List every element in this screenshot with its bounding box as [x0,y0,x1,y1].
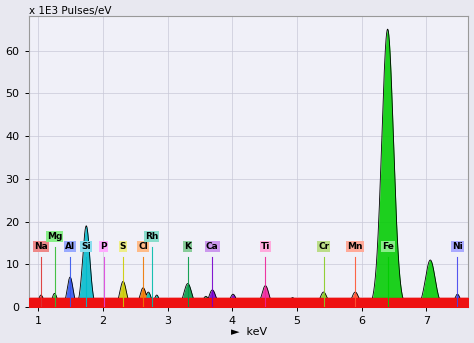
Text: K: K [184,241,191,251]
Text: Rh: Rh [145,232,158,241]
Text: Fe: Fe [382,241,393,251]
Text: Si: Si [82,241,91,251]
Text: Ni: Ni [452,241,463,251]
Text: Ti: Ti [261,241,270,251]
Text: P: P [100,241,107,251]
Text: S: S [120,241,127,251]
Text: Al: Al [65,241,75,251]
Text: Ca: Ca [206,241,219,251]
Text: Mn: Mn [347,241,363,251]
Text: Cr: Cr [318,241,329,251]
Text: x 1E3 Pulses/eV: x 1E3 Pulses/eV [29,5,111,15]
Text: Cl: Cl [138,241,148,251]
Text: Na: Na [34,241,48,251]
X-axis label: ►  keV: ► keV [230,328,267,338]
Text: Mg: Mg [47,232,62,241]
